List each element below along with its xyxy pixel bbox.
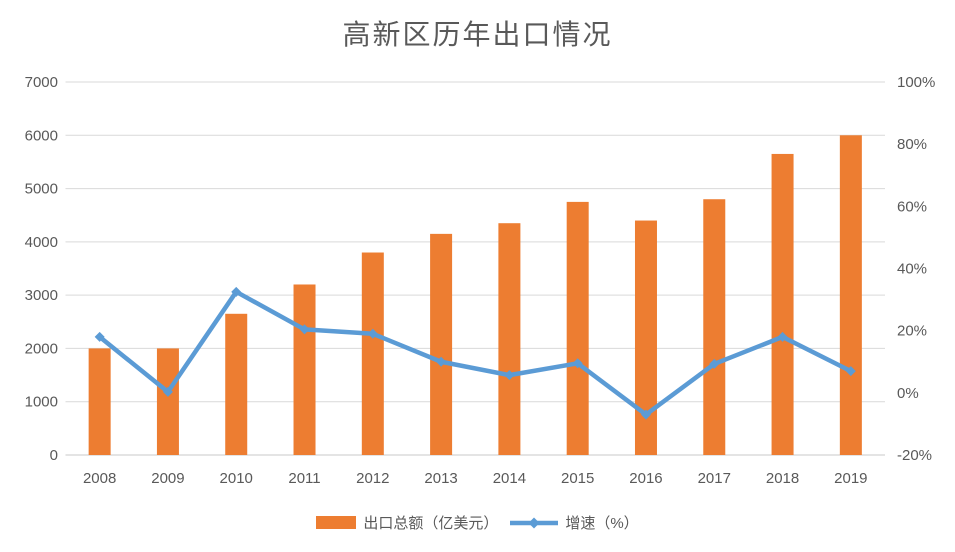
- legend-item-growth: 增速（%）: [510, 512, 639, 533]
- marker-2017: [709, 358, 720, 369]
- bar-2010: [225, 313, 248, 455]
- x-axis-label-2017: 2017: [698, 470, 731, 487]
- left-axis-tick-label: 6000: [25, 127, 58, 144]
- x-axis-label-2019: 2019: [834, 470, 867, 487]
- legend: 出口总额（亿美元） 增速（%）: [0, 512, 955, 533]
- gridlines: [65, 81, 885, 456]
- bar-2016: [634, 220, 657, 455]
- marker-2012: [367, 328, 378, 339]
- marker-2015: [572, 358, 583, 369]
- legend-label-exports: 出口总额（亿美元）: [363, 515, 499, 532]
- marker-2009: [162, 386, 173, 397]
- left-axis-tick-label: 7000: [25, 74, 58, 91]
- line-markers: [94, 286, 856, 420]
- left-axis-tick-label: 2000: [25, 340, 58, 357]
- right-axis-tick-label: 60%: [897, 198, 927, 215]
- marker-2011: [299, 324, 310, 335]
- bar-2018: [771, 153, 794, 455]
- x-axis-label-2012: 2012: [356, 470, 389, 487]
- right-axis-tick-label: 100%: [897, 74, 935, 91]
- right-axis-tick-label: 40%: [897, 261, 927, 278]
- right-axis-tick-label: 80%: [897, 136, 927, 153]
- left-axis-tick-label: 5000: [25, 181, 58, 198]
- marker-2013: [436, 356, 447, 367]
- left-axis-tick-label: 1000: [25, 394, 58, 411]
- bar-2013: [430, 233, 453, 455]
- right-axis-labels: -20% 0% 20% 40% 60% 80% 100%: [897, 74, 935, 464]
- plot-area: 0 1000 2000 3000 4000 5000 6000 7000 -20% 0% 20% 40…: [25, 74, 936, 487]
- marker-2018: [777, 331, 788, 342]
- x-axis-label-2011: 2011: [288, 470, 320, 487]
- legend-line-marker: [528, 517, 540, 528]
- right-axis-tick-label: 0%: [897, 385, 919, 402]
- marker-2010: [231, 286, 242, 297]
- x-axis-labels: 2008 2009 2010 2011 2012 2013 2014 2015 2016 2017…: [83, 470, 868, 487]
- right-axis-tick-label: -20%: [897, 447, 932, 464]
- marker-2008: [94, 331, 105, 342]
- growth-line: [97, 289, 854, 417]
- legend-item-exports: 出口总额（亿美元）: [316, 512, 498, 533]
- left-axis-labels: 0 1000 2000 3000 4000 5000 6000 7000: [25, 74, 58, 464]
- x-axis-label-2018: 2018: [766, 470, 799, 487]
- marker-2019: [845, 366, 856, 377]
- x-axis-label-2010: 2010: [220, 470, 253, 487]
- x-axis-label-2009: 2009: [151, 470, 184, 487]
- x-axis-label-2008: 2008: [83, 470, 116, 487]
- x-axis-label-2015: 2015: [561, 470, 594, 487]
- x-axis-label-2014: 2014: [493, 470, 526, 487]
- bar-2014: [498, 223, 521, 455]
- right-axis-tick-label: 20%: [897, 323, 927, 340]
- line-series-swatch-icon: [510, 517, 559, 528]
- left-axis-tick-label: 3000: [25, 287, 58, 304]
- chart-title: 高新区历年出口情况: [342, 20, 613, 51]
- marker-2016: [640, 409, 651, 420]
- left-axis-tick-label: 0: [50, 447, 58, 464]
- marker-2014: [504, 370, 515, 381]
- left-axis-tick-label: 4000: [25, 234, 58, 251]
- bar-2011: [293, 284, 316, 455]
- legend-label-growth: 增速（%）: [565, 515, 639, 532]
- x-axis-label-2016: 2016: [629, 470, 662, 487]
- bar-2008: [88, 348, 111, 455]
- bar-series-swatch-icon: [316, 516, 357, 529]
- bar-2009: [156, 348, 179, 455]
- bar-2019: [839, 135, 862, 456]
- bar-2015: [566, 201, 589, 455]
- x-axis-label-2013: 2013: [424, 470, 457, 487]
- bar-2017: [703, 199, 726, 455]
- bar-2012: [361, 252, 384, 455]
